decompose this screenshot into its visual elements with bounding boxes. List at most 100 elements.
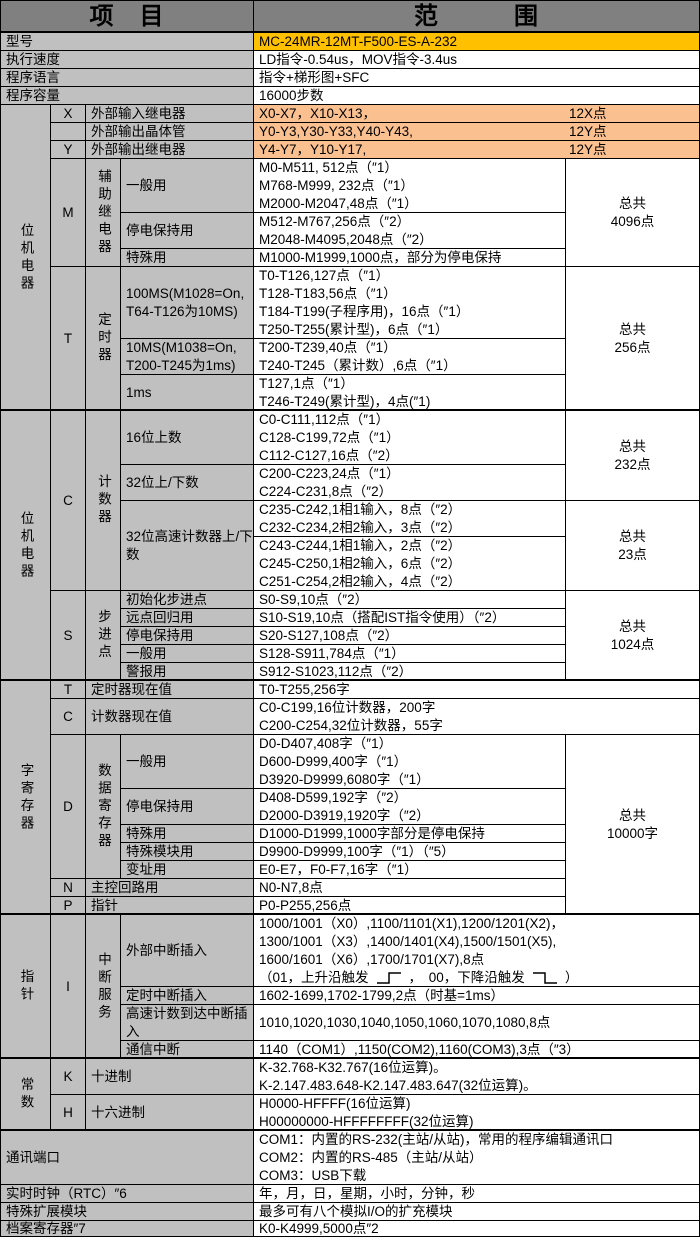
t-100ms-value: T0-T126,127点（″1） T128-T183,56点（″1） T184-… [253, 266, 566, 339]
letter-i: I [50, 914, 86, 1059]
falling-edge-icon [532, 971, 557, 984]
letter-x: X [50, 104, 86, 123]
value-output-relay: Y4-Y7，Y10-Y17, 12Y点 [253, 140, 700, 159]
io-range-text: Y0-Y3,Y30-Y33,Y40-Y43, [259, 123, 413, 139]
desc-input-relay: 外部输入继电器 [85, 104, 254, 123]
header-range: 范 围 [253, 0, 700, 33]
hsc-interrupt-label: 高速计数到达中断插入 [120, 1004, 254, 1041]
hex-label: 十六进制 [85, 1094, 254, 1131]
group-word-registers: 字寄存器 [0, 680, 51, 915]
c-highspeed-label: 32位高速计数器上/下数 [120, 500, 254, 591]
letter-k: K [50, 1058, 86, 1095]
t-1ms-value: T127,1点（″1） T246-T249(累计型)，4点(″1) [253, 374, 566, 411]
comm-port-value: COM1：内置的RS-232(主站/从站)，常用的程序编辑通讯口 COM2：内置… [253, 1130, 700, 1185]
t-total: 总共 256点 [565, 266, 700, 411]
d-special-label: 特殊用 [120, 824, 254, 843]
subgroup-counter: 计数器 [85, 410, 121, 591]
subgroup-interrupt-service: 中断服务 [85, 914, 121, 1059]
separator-constant-group [0, 1057, 700, 1059]
group-bit-devices-1: 位机电器 [0, 104, 51, 411]
ext-interrupt-label: 外部中断插入 [120, 914, 254, 987]
separator-bottom-rows [0, 1129, 700, 1131]
hsc-interrupt-value: 1010,1020,1030,1040,1050,1060,1070,1080,… [253, 1004, 700, 1041]
s-latched-value: S20-S127,108点（″2） [253, 626, 566, 645]
row-speed-value: LD指令-0.54us，MOV指令-3.4us [253, 50, 700, 69]
row-speed-label: 执行速度 [0, 50, 254, 69]
subgroup-data-register: 数据寄存器 [85, 734, 121, 879]
c-highspeed-value-a: C235-C242,1相1输入，8点（″2） C232-C234,2相2输入，3… [253, 500, 566, 537]
file-register-label: 档案寄存器″7 [0, 1220, 254, 1237]
io-points-text: 12X点 [569, 105, 607, 121]
d-total: 总共 10000字 [565, 734, 700, 915]
p-value: P0-P255,256点 [253, 896, 566, 915]
d-general-value: D0-D407,408字（″1） D600-D999,400字（″1） D392… [253, 734, 566, 789]
timed-interrupt-value: 1602-1699,1702-1799,2点（时基=1ms） [253, 986, 700, 1005]
c-32bit-label: 32位上/下数 [120, 464, 254, 501]
subgroup-step-point: 步进点 [85, 590, 121, 681]
decimal-value: K-32.768-K32.767(16位运算)。 K-2.147.483.648… [253, 1058, 700, 1095]
d-general-label: 一般用 [120, 734, 254, 789]
m-latched-value: M512-M767,256点（″2） M2048-M4095,2048点（″2） [253, 212, 566, 249]
c-total-highspeed: 总共 23点 [565, 500, 700, 591]
separator-bit-groups [0, 409, 700, 411]
row-capacity-label: 程序容量 [0, 86, 254, 105]
d-special-value: D1000-D1999,1000字部分是停电保持 [253, 824, 566, 843]
ext-interrupt-lines: 1000/1001（X0）,1100/1101(X1),1200/1201(X2… [259, 915, 564, 967]
s-init-value: S0-S9,10点（″2） [253, 590, 566, 609]
edge-text-falling: ， 00，下降沿触发 [408, 969, 525, 985]
d-latched-value: D408-D599,192字（″2） D2000-D3919,1920字（″2） [253, 788, 566, 825]
t-1ms-label: 1ms [120, 374, 254, 411]
group-constants: 常数 [0, 1058, 51, 1131]
letter-y: Y [50, 140, 86, 159]
s-zero-value: S10-S19,10点（搭配IST指令使用）（″2） [253, 608, 566, 627]
timer-current-value: T0-T255,256字 [253, 680, 700, 699]
t-10ms-label: 10MS(M1038=On, T200-T245为1ms) [120, 338, 254, 375]
edge-trigger-line: （01，上升沿触发 ， 00，下降沿触发 ） [259, 969, 578, 987]
io-points-text: 12Y点 [569, 141, 607, 157]
m-general-label: 一般用 [120, 158, 254, 213]
m-latched-label: 停电保持用 [120, 212, 254, 249]
letter-c: C [50, 410, 86, 591]
letter-d: D [50, 734, 86, 879]
file-register-value: K0-K4999,5000点″2 [253, 1220, 700, 1237]
io-points-text: 12Y点 [569, 123, 607, 139]
comm-interrupt-value: 1140（COM1）,1150(COM2),1160(COM3),3点（″3） [253, 1040, 700, 1059]
rising-edge-icon [376, 971, 401, 984]
row-capacity-value: 16000步数 [253, 86, 700, 105]
m-total: 总共 4096点 [565, 158, 700, 267]
d-index-label: 变址用 [120, 860, 254, 879]
c-total-normal: 总共 232点 [565, 410, 700, 501]
letter-s: S [50, 590, 86, 681]
t-10ms-value: T200-T239,40点（″1） T240-T245（累计数）,6点（″1） [253, 338, 566, 375]
s-init-label: 初始化步进点 [120, 590, 254, 609]
group-pointer: 指针 [0, 914, 51, 1059]
letter-word-t: T [50, 680, 86, 699]
group-bit-devices-2: 位机电器 [0, 410, 51, 681]
comm-port-label: 通讯端口 [0, 1130, 254, 1185]
n-label: 主控回路用 [85, 878, 254, 897]
counter-current-value: C0-C199,16位计数器，200字 C200-C254,32位计数器，55字 [253, 698, 700, 735]
subgroup-timer: 定时器 [85, 266, 121, 411]
s-zero-label: 远点回归用 [120, 608, 254, 627]
value-input-relay: X0-X7，X10-X13， 12X点 [253, 104, 700, 123]
row-language-value: 指令+梯形图+SFC [253, 68, 700, 87]
n-value: N0-N7,8点 [253, 878, 566, 897]
header-item: 项 目 [0, 0, 254, 33]
edge-text-close: ） [564, 969, 579, 985]
rtc-value: 年，月，日，星期，小时，分钟，秒 [253, 1184, 700, 1203]
row-model-label: 型号 [0, 32, 254, 51]
row-language-label: 程序语言 [0, 68, 254, 87]
timer-current-label: 定时器现在值 [85, 680, 254, 699]
d-latched-label: 停电保持用 [120, 788, 254, 825]
counter-current-label: 计数器现在值 [85, 698, 254, 735]
ext-interrupt-value: 1000/1001（X0）,1100/1101(X1),1200/1201(X2… [253, 914, 700, 987]
letter-t: T [50, 266, 86, 411]
ext-module-label: 特殊扩展模块 [0, 1202, 254, 1221]
d-module-value: D9900-D9999,100字（″1）（″5） [253, 842, 566, 861]
hex-value: H0000-HFFFF(16位运算) H00000000-HFFFFFFFF(3… [253, 1094, 700, 1131]
m-special-label: 特殊用 [120, 248, 254, 267]
letter-empty [50, 122, 86, 141]
timed-interrupt-label: 定时中断插入 [120, 986, 254, 1005]
io-range-text: Y4-Y7，Y10-Y17, [259, 141, 367, 157]
